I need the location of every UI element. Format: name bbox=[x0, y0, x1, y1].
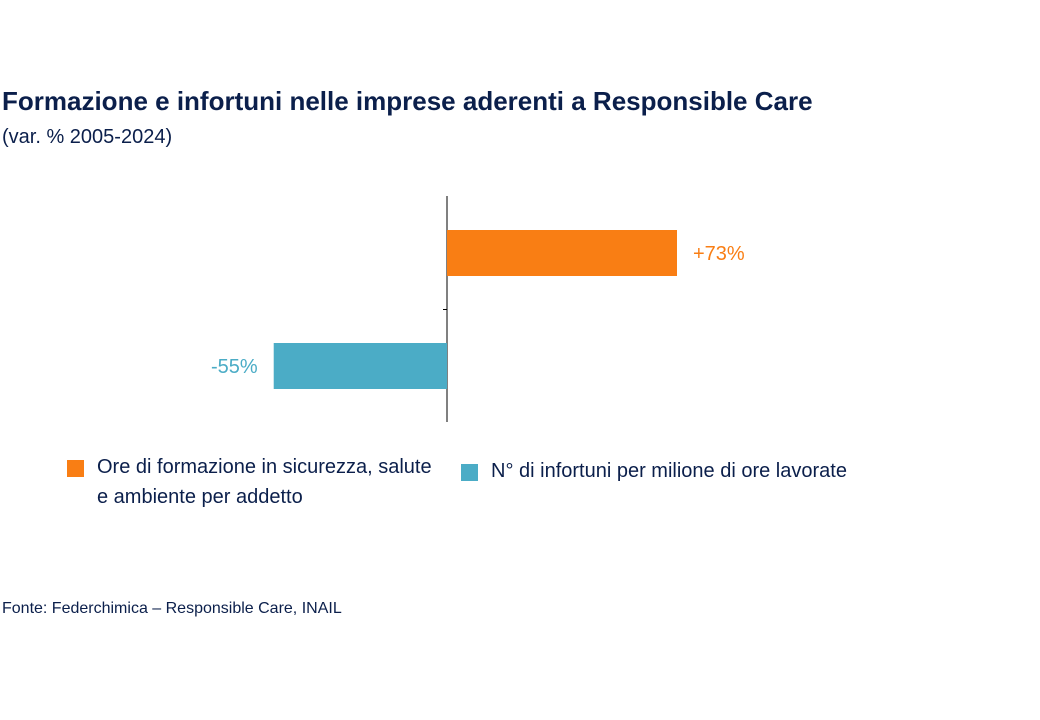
chart-subtitle: (var. % 2005-2024) bbox=[2, 126, 173, 148]
legend-swatch-orange bbox=[67, 460, 84, 477]
legend-swatch-teal bbox=[461, 464, 478, 481]
legend-item-injuries: N° di infortuni per milione di ore lavor… bbox=[461, 460, 851, 486]
data-label-injuries: -55% bbox=[211, 356, 258, 378]
legend-label-training-hours: Ore di formazione in sicurezza, salute e… bbox=[97, 456, 432, 508]
data-label-training-hours: +73% bbox=[693, 243, 745, 265]
source-note: Fonte: Federchimica – Responsible Care, … bbox=[2, 600, 342, 617]
chart-title: Formazione e infortuni nelle imprese ade… bbox=[2, 86, 813, 116]
bar-training-hours bbox=[447, 230, 677, 276]
legend-label-injuries: N° di infortuni per milione di ore lavor… bbox=[491, 460, 847, 482]
legend-item-training-hours: Ore di formazione in sicurezza, salute e… bbox=[67, 456, 447, 512]
bar-injuries bbox=[273, 343, 447, 389]
